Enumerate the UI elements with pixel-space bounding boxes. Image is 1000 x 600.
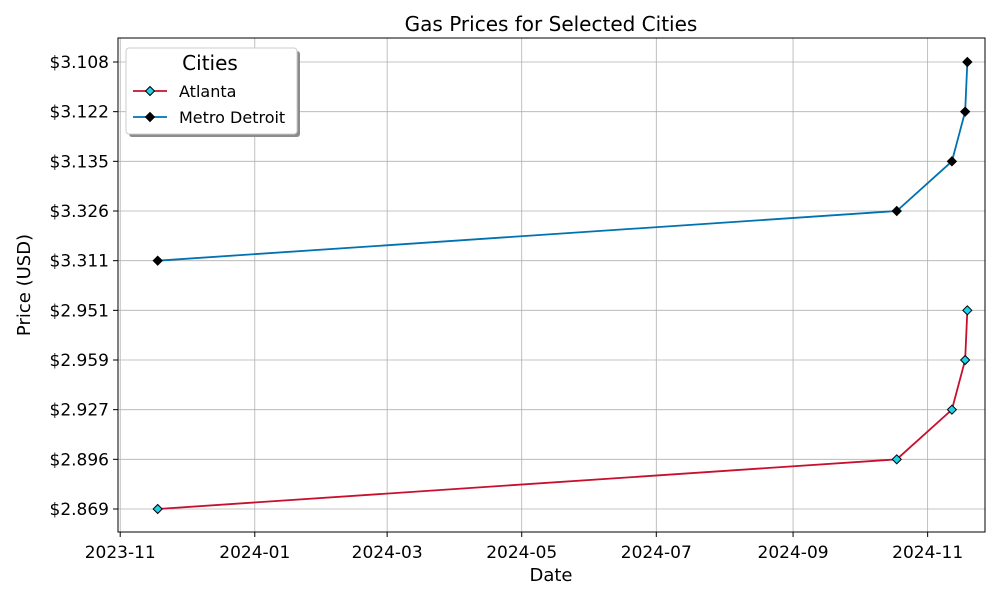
- x-tick-label: 2024-05: [486, 543, 557, 563]
- data-point: [891, 454, 902, 465]
- data-point: [959, 106, 971, 117]
- y-axis-ticks: $2.869 $2.896 $2.927 $2.959 $2.951 $3.311 $3.3…: [50, 53, 118, 520]
- legend-marker: [144, 85, 156, 97]
- legend-label: Atlanta: [179, 82, 236, 101]
- y-tick-label: $3.108: [50, 53, 109, 73]
- chart-title: Gas Prices for Selected Cities: [405, 12, 698, 36]
- y-tick-label: $3.135: [50, 152, 109, 172]
- data-point: [959, 354, 971, 366]
- data-point: [962, 56, 973, 68]
- data-point: [891, 205, 902, 217]
- y-tick-label: $2.896: [50, 450, 109, 470]
- x-tick-label: 2024-11: [892, 543, 963, 563]
- plot-series: [152, 56, 973, 515]
- y-tick-label: $3.326: [50, 202, 109, 222]
- data-point: [152, 503, 163, 515]
- y-tick-label: $2.927: [50, 401, 109, 421]
- legend-box: [125, 47, 298, 135]
- legend: Cities Atlanta Metro Detroit: [125, 47, 300, 137]
- x-tick-label: 2024-03: [352, 543, 423, 563]
- plot-frame: [117, 37, 986, 533]
- x-axis-ticks: 2023-11 2024-01 2024-03 2024-05 2024-07 2024-…: [85, 532, 963, 563]
- x-tick-label: 2024-07: [621, 543, 692, 563]
- legend-title: Cities: [182, 51, 238, 75]
- y-tick-label: $3.122: [50, 103, 109, 123]
- y-tick-label: $2.951: [50, 301, 109, 321]
- legend-entries: Atlanta Metro Detroit: [133, 82, 285, 127]
- y-tick-label: $2.959: [50, 351, 109, 371]
- grid-lines: [118, 38, 985, 532]
- data-point: [946, 404, 958, 415]
- x-tick-label: 2023-11: [85, 543, 156, 563]
- y-tick-label: $3.311: [50, 252, 109, 272]
- series-atlanta: [152, 305, 973, 515]
- legend-label: Metro Detroit: [179, 108, 285, 127]
- data-point: [946, 156, 958, 167]
- y-tick-label: $2.869: [50, 500, 109, 520]
- legend-marker: [144, 111, 156, 123]
- x-axis-label: Date: [529, 565, 572, 586]
- series-metro-detroit: [152, 56, 973, 266]
- x-tick-label: 2024-01: [219, 543, 290, 563]
- data-point: [152, 255, 163, 266]
- data-point: [962, 305, 973, 316]
- x-tick-label: 2024-09: [758, 543, 829, 563]
- y-axis-label: Price (USD): [14, 234, 35, 336]
